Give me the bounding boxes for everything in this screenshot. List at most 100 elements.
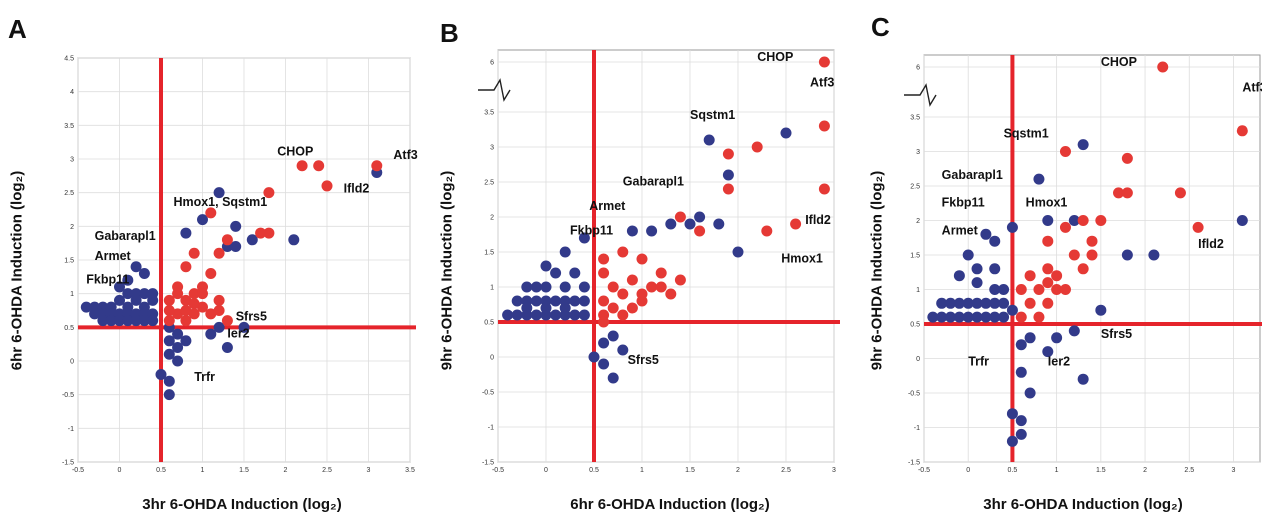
y-tick-label: 0 (490, 355, 494, 362)
y-tick-label: 3.5 (910, 115, 920, 122)
data-point-blue (97, 315, 109, 327)
gene-annotation: Sfrs5 (628, 353, 659, 367)
data-point-blue (213, 187, 225, 199)
y-tick-label: 3.5 (484, 110, 494, 117)
data-point-red (598, 253, 610, 265)
data-point-red (180, 261, 192, 273)
data-point-blue (703, 134, 715, 146)
plot-frame (497, 49, 835, 463)
data-point-red (371, 160, 383, 172)
data-point-red (607, 302, 619, 314)
data-point-red (1051, 284, 1063, 295)
gene-annotation: CHOP (757, 50, 793, 64)
data-point-blue (646, 225, 658, 237)
y-tick-label: 0 (916, 356, 920, 363)
data-point-red (197, 288, 208, 300)
data-point-blue (530, 295, 542, 307)
y-tick-label: 0.5 (910, 322, 920, 329)
data-point-blue (989, 297, 1001, 309)
y-tick-label: -0.5 (908, 391, 920, 398)
data-point-blue (1015, 428, 1027, 440)
data-point-blue (172, 342, 184, 354)
data-point-blue (138, 315, 150, 327)
data-point-red (1024, 270, 1036, 282)
data-point-red (636, 288, 648, 300)
data-point-red (172, 308, 184, 320)
x-tick-label: 2 (736, 467, 740, 474)
scatter-plot: -0.5 0 0.5 1 1.5 2 2.5 3 3.5 -1.5 -1 -0.5 0 0.5 1 1.5 2 2… (62, 56, 418, 475)
data-point-blue (607, 372, 619, 384)
data-point-blue (1015, 415, 1027, 427)
data-point-red (1068, 249, 1080, 261)
axis-break-icon (478, 78, 511, 102)
x-tick-label: 2.5 (781, 467, 791, 474)
data-point-red (188, 247, 200, 259)
data-point-blue (936, 311, 948, 323)
data-point-blue (1033, 173, 1045, 185)
data-point-blue (1068, 215, 1080, 226)
data-point-red (598, 295, 610, 307)
data-point-red (1236, 125, 1248, 137)
data-point-blue (213, 321, 225, 333)
gene-annotation: Ifld2 (805, 213, 831, 227)
data-point-blue (114, 294, 125, 306)
data-point-blue (122, 288, 134, 300)
data-point-blue (163, 375, 175, 387)
gene-annotation: Hmox1 (781, 252, 823, 266)
data-point-blue (588, 351, 600, 363)
data-point-red (1033, 311, 1045, 323)
data-point-red (818, 56, 830, 68)
data-point-blue (1068, 325, 1080, 337)
data-point-red (598, 267, 610, 279)
y-tick-label: -1.5 (908, 460, 920, 467)
data-point-red (1077, 263, 1089, 275)
data-point-blue (998, 297, 1010, 309)
data-point-blue (559, 302, 571, 314)
x-tick-label: 3 (832, 467, 836, 474)
gene-annotation: Armet (95, 249, 132, 263)
x-tick-label: 2 (284, 467, 288, 474)
data-point-blue (607, 330, 619, 342)
data-point-blue (550, 295, 562, 307)
data-point-red (1086, 235, 1098, 247)
data-point-blue (1077, 373, 1089, 385)
gene-annotation: Atf3 (810, 76, 834, 90)
data-point-red (761, 225, 773, 237)
x-tick-label: -0.5 (918, 467, 930, 474)
data-point-blue (172, 355, 184, 367)
data-point-blue (569, 267, 581, 279)
x-tick-label: 1 (1055, 467, 1059, 474)
data-point-blue (1042, 215, 1054, 226)
data-point-blue (945, 311, 957, 323)
data-point-blue (288, 234, 300, 246)
gene-annotation: Sfrs5 (1101, 327, 1132, 341)
gene-annotation: Fkbp11 (570, 224, 613, 238)
gene-annotation: Gabarapl1 (942, 168, 1003, 182)
data-point-red (213, 247, 225, 259)
data-point-red (1121, 152, 1133, 164)
y-tick-label: -0.5 (62, 392, 74, 399)
data-point-blue (569, 309, 581, 321)
axis-break-icon (904, 83, 937, 107)
data-point-blue (1006, 304, 1018, 316)
data-point-blue (521, 281, 533, 293)
data-point-blue (1024, 332, 1036, 344)
data-point-blue (114, 315, 125, 327)
data-point-blue (998, 311, 1010, 323)
data-point-red (180, 305, 192, 316)
data-point-red (1024, 297, 1036, 309)
data-point-blue (1077, 139, 1089, 151)
x-tick-label: 1 (201, 467, 205, 474)
data-point-blue (980, 311, 992, 323)
data-point-blue (578, 281, 590, 293)
x-tick-label: 1.5 (1096, 467, 1106, 474)
data-point-blue (540, 260, 552, 272)
x-tick-label: 0 (544, 467, 548, 474)
data-point-red (617, 309, 629, 321)
gene-annotation: Hmox1, Sqstm1 (173, 195, 267, 209)
data-point-blue (962, 297, 974, 309)
x-tick-label: 1.5 (685, 467, 695, 474)
data-point-red (1042, 297, 1054, 309)
y-tick-label: 6 (916, 65, 920, 72)
gene-annotation: Trfr (968, 354, 989, 368)
